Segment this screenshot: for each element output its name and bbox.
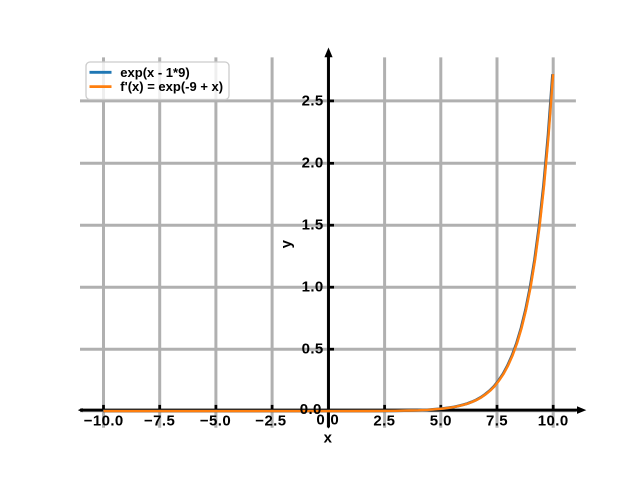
- svg-text:10.0: 10.0: [538, 413, 569, 430]
- svg-text:1.0: 1.0: [302, 279, 324, 296]
- svg-text:2.5: 2.5: [302, 92, 324, 109]
- svg-text:y: y: [278, 239, 295, 248]
- svg-text:0: 0: [316, 411, 325, 428]
- svg-text:exp(x - 1*9): exp(x - 1*9): [120, 65, 189, 80]
- svg-text:0: 0: [330, 411, 339, 428]
- svg-text:0.0: 0.0: [300, 401, 322, 418]
- svg-text:1.5: 1.5: [302, 217, 324, 234]
- svg-text:−10.0: −10.0: [84, 413, 124, 430]
- svg-text:−5.0: −5.0: [200, 413, 231, 430]
- svg-text:0.5: 0.5: [302, 341, 324, 358]
- svg-text:2.5: 2.5: [373, 413, 395, 430]
- svg-text:−2.5: −2.5: [255, 413, 286, 430]
- svg-text:−7.5: −7.5: [144, 413, 175, 430]
- svg-text:5.0: 5.0: [430, 413, 452, 430]
- svg-text:f'(x) = exp(-9 + x): f'(x) = exp(-9 + x): [120, 79, 223, 94]
- svg-text:x: x: [324, 430, 333, 447]
- svg-text:2.0: 2.0: [302, 155, 324, 172]
- svg-text:7.5: 7.5: [486, 413, 508, 430]
